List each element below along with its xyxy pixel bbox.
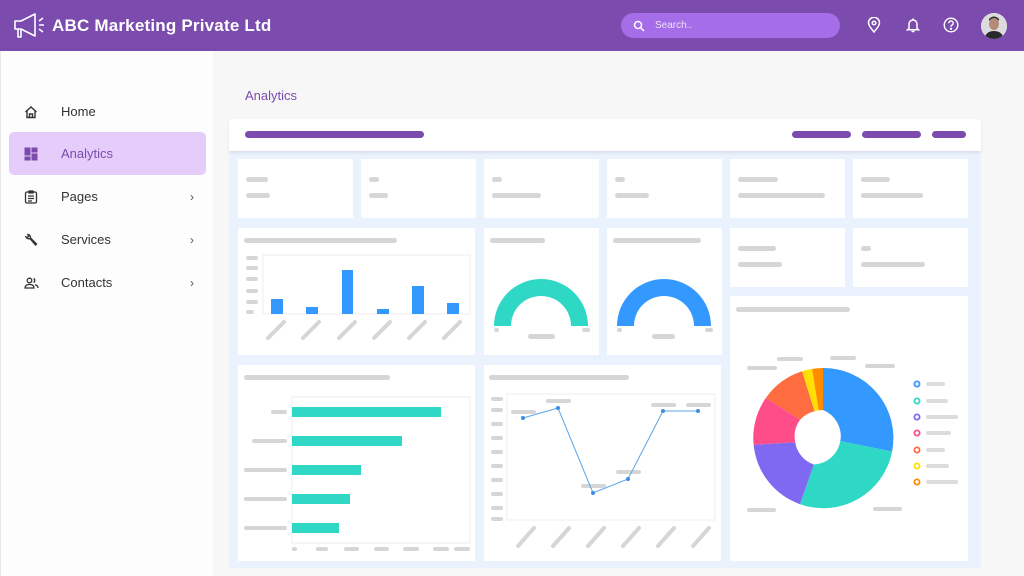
brand[interactable]: ABC Marketing Private Ltd: [12, 12, 271, 40]
horizontal-bar-chart: [244, 396, 471, 551]
panel-header: [229, 119, 981, 151]
user-avatar[interactable]: [981, 13, 1007, 39]
notifications-button[interactable]: [903, 15, 923, 35]
line-chart-card: [484, 365, 721, 561]
search-input[interactable]: [655, 20, 825, 31]
panel-title-placeholder: [245, 131, 424, 138]
search-bar[interactable]: [621, 13, 840, 38]
kpi-card-6[interactable]: [853, 159, 968, 218]
donut-chart: [747, 356, 958, 512]
search-icon: [633, 20, 645, 32]
bell-icon: [906, 18, 920, 33]
sidebar-item-pages[interactable]: Pages ›: [9, 175, 206, 218]
hbar-series: [292, 407, 441, 533]
megaphone-icon: [14, 12, 44, 38]
sidebar-item-home[interactable]: Home: [9, 90, 206, 133]
header-action-3[interactable]: [932, 131, 966, 138]
page-title: Analytics: [245, 88, 298, 103]
kpi-card-1[interactable]: [238, 159, 353, 218]
dashboard-icon: [23, 146, 39, 162]
sidebar-item-contacts[interactable]: Contacts ›: [9, 261, 206, 304]
sidebar-item-label: Analytics: [61, 146, 114, 161]
dashboard-panel: [229, 119, 981, 568]
kpi-card-8[interactable]: [853, 228, 968, 287]
kpi-card-5[interactable]: [730, 159, 845, 218]
home-icon: [23, 104, 39, 120]
gauge-chart-2: [617, 279, 713, 339]
clipboard-icon: [23, 189, 39, 205]
header-action-2[interactable]: [862, 131, 921, 138]
help-icon: [943, 17, 959, 33]
kpi-card-3[interactable]: [484, 159, 599, 218]
bar-series: [271, 270, 459, 314]
help-button[interactable]: [941, 15, 961, 35]
chevron-right-icon: ›: [190, 232, 194, 247]
kpi-card-2[interactable]: [361, 159, 476, 218]
sidebar-item-analytics[interactable]: Analytics: [9, 132, 206, 175]
kpi-card-7[interactable]: [730, 228, 845, 287]
gauge-card-2: [607, 228, 722, 355]
sidebar: Home Analytics Pages › Services › Contac…: [0, 51, 213, 576]
donut-slices: [753, 367, 894, 509]
chevron-right-icon: ›: [190, 189, 194, 204]
kpi-card-4[interactable]: [607, 159, 722, 218]
sidebar-item-label: Home: [61, 104, 96, 119]
location-pin-icon: [867, 17, 881, 33]
donut-legend: [913, 380, 921, 486]
sidebar-item-services[interactable]: Services ›: [9, 218, 206, 261]
location-button[interactable]: [864, 15, 884, 35]
bar-chart: [246, 254, 471, 340]
header-action-1[interactable]: [792, 131, 851, 138]
bar-chart-card: [238, 228, 475, 355]
brand-title: ABC Marketing Private Ltd: [52, 15, 272, 35]
wrench-icon: [23, 232, 39, 248]
gauge-chart-1: [494, 279, 590, 339]
sidebar-item-label: Services: [61, 232, 111, 247]
donut-chart-card: [730, 296, 968, 561]
line-series: [522, 407, 698, 494]
chevron-right-icon: ›: [190, 275, 194, 290]
sidebar-item-label: Pages: [61, 189, 98, 204]
horizontal-bar-chart-card: [238, 365, 475, 561]
gauge-card-1: [484, 228, 599, 355]
top-bar: ABC Marketing Private Ltd: [0, 0, 1024, 51]
sidebar-item-label: Contacts: [61, 275, 113, 290]
people-icon: [23, 275, 39, 291]
line-chart: [491, 393, 716, 548]
avatar-image: [981, 13, 1007, 39]
